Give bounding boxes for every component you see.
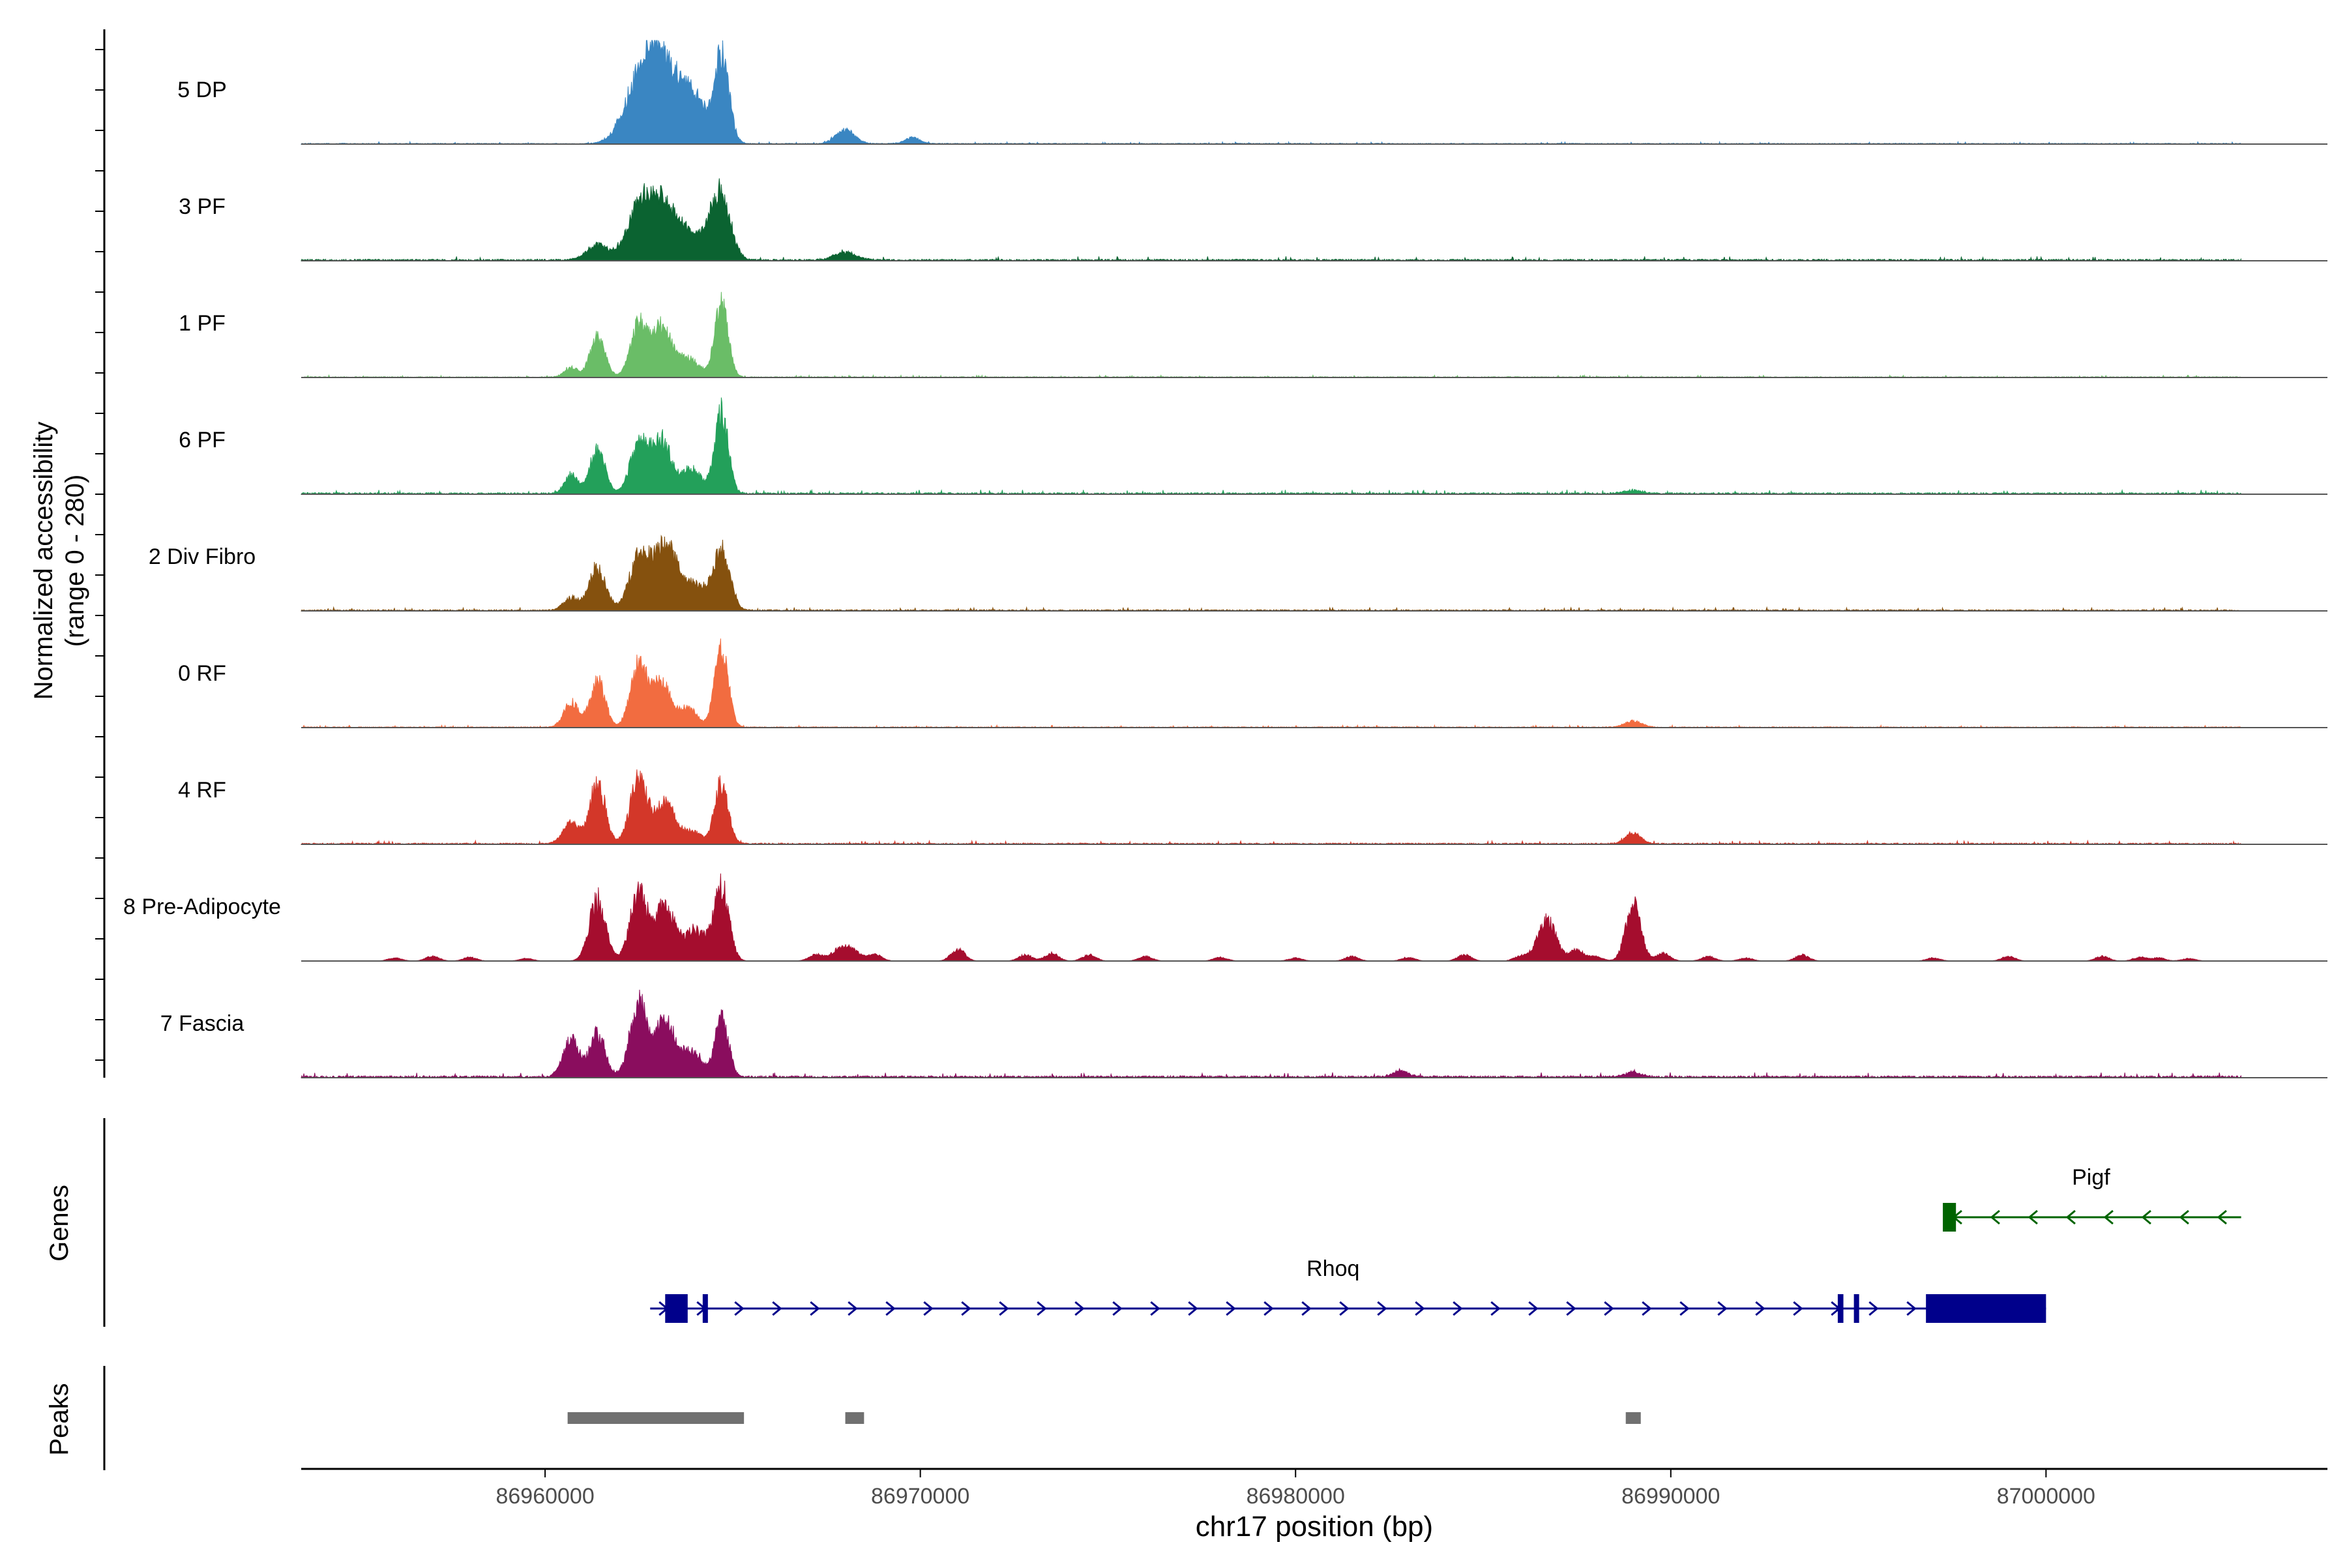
strand-arrow <box>1755 1301 1765 1316</box>
strand-arrow <box>1906 1301 1917 1316</box>
gene-pigf: Pigf <box>1943 1165 2241 1232</box>
strand-arrow <box>2103 1209 2114 1225</box>
track-5: 2 Div Fibro <box>149 535 2327 612</box>
strand-arrow <box>1793 1301 1803 1316</box>
strand-arrow <box>1566 1301 1576 1316</box>
strand-arrow <box>1642 1301 1652 1316</box>
strand-arrow <box>1112 1301 1123 1316</box>
strand-arrow <box>848 1301 858 1316</box>
track-8: 8 Pre-Adipocyte <box>123 873 2327 962</box>
strand-arrow <box>1301 1301 1312 1316</box>
coverage-area-9 <box>301 989 2242 1079</box>
strand-arrow <box>1339 1301 1350 1316</box>
strand-arrow <box>772 1301 782 1316</box>
x-tick-label: 86990000 <box>1621 1484 1720 1509</box>
peak-region <box>567 1412 745 1424</box>
track-1: 5 DP <box>177 40 2327 145</box>
track-4: 6 PF <box>179 397 2327 496</box>
track-label: 0 RF <box>178 661 226 686</box>
strand-arrow <box>2028 1209 2038 1225</box>
strand-arrow <box>1074 1301 1085 1316</box>
track-label: 2 Div Fibro <box>149 544 256 569</box>
strand-arrow <box>2065 1209 2076 1225</box>
strand-arrow <box>961 1301 971 1316</box>
gene-label: Rhoq <box>1306 1256 1359 1281</box>
track-label: 4 RF <box>178 778 226 803</box>
strand-arrow <box>1717 1301 1728 1316</box>
x-tick-label: 86960000 <box>495 1484 594 1509</box>
strand-arrow <box>1528 1301 1539 1316</box>
gene-rhoq: Rhoq <box>650 1256 2046 1323</box>
x-axis-ticks: 86960000 86970000 86980000 86990000 87000000 <box>495 1469 2095 1509</box>
strand-arrow <box>1415 1301 1425 1316</box>
strand-arrow <box>923 1301 934 1316</box>
strand-arrow <box>1490 1301 1501 1316</box>
strand-arrow <box>1150 1301 1160 1316</box>
coverage-tracks: 5 DP 3 PF 1 PF 6 PF 2 Div Fibro 0 RF 4 RF 8 Pre… <box>123 40 2327 1079</box>
strand-arrow <box>2179 1209 2189 1225</box>
gene-label: Pigf <box>2072 1165 2110 1190</box>
track-3: 1 PF <box>179 291 2327 378</box>
x-tick-label: 86980000 <box>1247 1484 1345 1509</box>
y-axis-label-line2: (range 0 - 280) <box>61 475 89 647</box>
track-label: 3 PF <box>179 194 226 219</box>
x-tick-label: 87000000 <box>1997 1484 2095 1509</box>
strand-arrow <box>2141 1209 2151 1225</box>
coverage-y-ticks <box>95 49 104 1061</box>
peak-region <box>845 1412 864 1424</box>
gene-exon <box>702 1294 708 1323</box>
track-label: 1 PF <box>179 311 226 336</box>
track-6: 0 RF <box>178 638 2327 728</box>
strand-arrow <box>999 1301 1009 1316</box>
x-axis-title: chr17 position (bp) <box>1196 1511 1433 1543</box>
strand-arrow <box>2217 1209 2227 1225</box>
peak-regions <box>567 1412 1641 1424</box>
strand-arrow <box>810 1301 820 1316</box>
strand-arrow <box>1868 1301 1879 1316</box>
strand-arrow <box>885 1301 896 1316</box>
strand-arrow <box>1037 1301 1047 1316</box>
track-label: 6 PF <box>179 428 226 452</box>
strand-arrow <box>1377 1301 1387 1316</box>
strand-arrow <box>1188 1301 1198 1316</box>
genes-panel-label: Genes <box>45 1185 74 1262</box>
coverage-area-4 <box>300 397 2242 496</box>
strand-arrow <box>1226 1301 1236 1316</box>
track-2: 3 PF <box>179 178 2327 262</box>
strand-arrow <box>1263 1301 1274 1316</box>
peak-region <box>1625 1412 1641 1424</box>
strand-arrow <box>1604 1301 1614 1316</box>
y-axis-label-line1: Normalized accessibility <box>29 422 58 700</box>
strand-arrow <box>1453 1301 1463 1316</box>
gene-exon <box>1926 1294 2046 1323</box>
strand-arrow <box>734 1301 745 1316</box>
peaks-panel-label: Peaks <box>45 1383 74 1455</box>
track-7: 4 RF <box>178 769 2327 846</box>
track-label: 7 Fascia <box>160 1011 244 1036</box>
gene-annotations: Pigf Rhoq <box>650 1165 2241 1323</box>
strand-arrow <box>1990 1209 2000 1225</box>
track-label: 5 DP <box>177 78 227 102</box>
gene-exon <box>1837 1294 1844 1323</box>
strand-arrow <box>1679 1301 1690 1316</box>
x-tick-label: 86970000 <box>871 1484 969 1509</box>
gene-exon <box>1943 1203 1956 1232</box>
gene-exon <box>1853 1294 1859 1323</box>
track-label: 8 Pre-Adipocyte <box>123 895 281 919</box>
track-9: 7 Fascia <box>160 989 2327 1079</box>
gene-exon <box>665 1294 688 1323</box>
